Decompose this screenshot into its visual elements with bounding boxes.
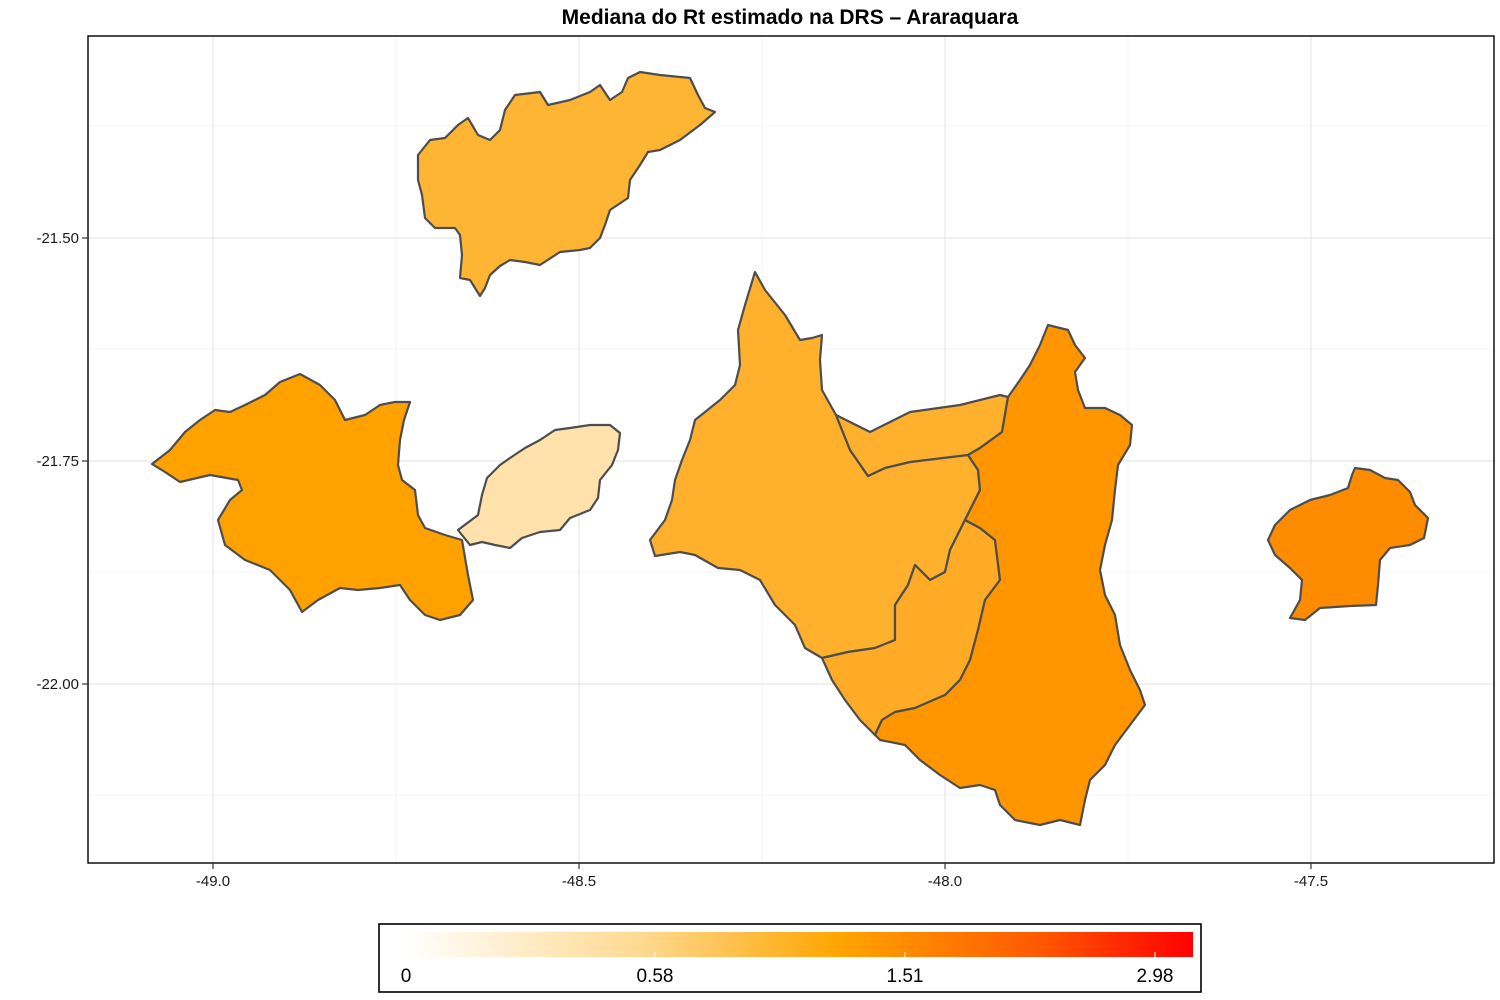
- x-tick-label: -47.5: [1294, 873, 1328, 890]
- y-tick-label: -21.75: [36, 453, 79, 470]
- map-title: Mediana do Rt estimado na DRS – Araraqua…: [562, 6, 1019, 29]
- legend-label-min: 0: [401, 966, 412, 987]
- panel-border: [87, 35, 1495, 864]
- x-tick-label: -48.5: [562, 873, 596, 890]
- region-east-tall: [873, 323, 1147, 827]
- legend-colorbar: [405, 932, 1193, 957]
- legend-label-max: 2.98: [1137, 966, 1174, 987]
- region-north: [416, 70, 717, 298]
- legend-label: 0.58: [637, 966, 674, 987]
- color-legend: 0 0.58 1.51 2.98: [378, 923, 1202, 993]
- region-small-central: [456, 423, 622, 550]
- y-tick-label: -21.50: [36, 230, 79, 247]
- region-far-east: [1266, 466, 1430, 622]
- y-axis: -21.50 -21.75 -22.00: [36, 230, 88, 693]
- x-tick-label: -48.0: [928, 873, 962, 890]
- region-west: [150, 372, 475, 622]
- y-tick-label: -22.00: [36, 676, 79, 693]
- x-tick-label: -49.0: [196, 873, 230, 890]
- plot-panel: [87, 35, 1495, 864]
- x-axis: -49.0 -48.5 -48.0 -47.5: [196, 863, 1328, 890]
- municipality-polygons: [150, 70, 1430, 827]
- legend-label: 1.51: [887, 966, 924, 987]
